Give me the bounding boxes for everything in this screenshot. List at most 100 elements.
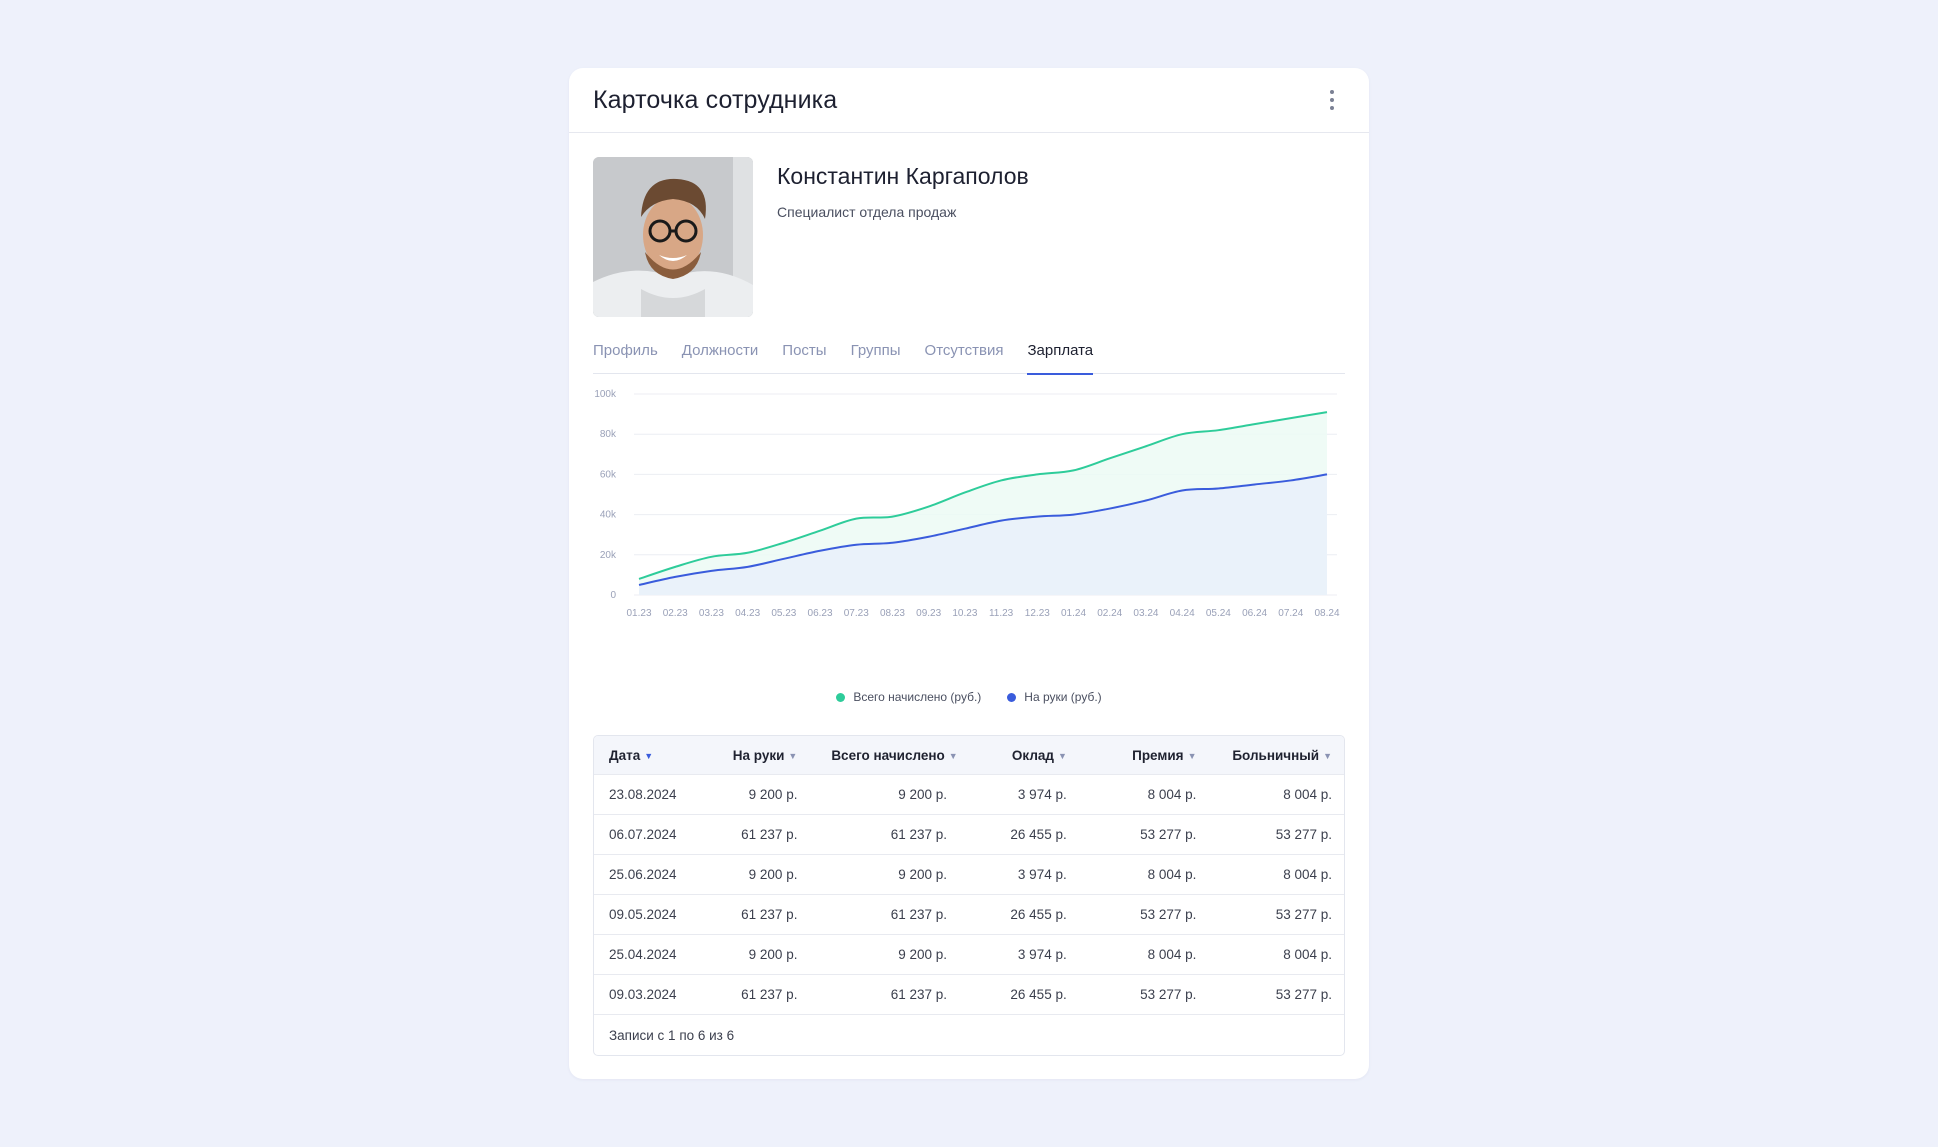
- column-header-net[interactable]: На руки ▼: [732, 747, 798, 763]
- chevron-down-icon[interactable]: ▼: [948, 750, 958, 761]
- cell-total: 9 200 р.: [898, 947, 948, 962]
- cell-sick: 53 277 р.: [1275, 827, 1332, 842]
- cell-date: 25.04.2024: [609, 947, 677, 962]
- x-tick-label: 05.23: [771, 608, 796, 619]
- employee-role: Специалист отдела продаж: [777, 204, 957, 220]
- column-header-total[interactable]: Всего начислено ▼: [831, 747, 958, 763]
- x-tick-label: 07.23: [844, 608, 869, 619]
- x-tick-label: 02.24: [1097, 608, 1122, 619]
- x-tick-label: 10.23: [952, 608, 977, 619]
- legend-label-total: Всего начислено (руб.): [853, 690, 982, 704]
- cell-bonus: 8 004 р.: [1147, 867, 1197, 882]
- tabs: Профиль Должности Посты Группы Отсутстви…: [593, 338, 1345, 375]
- cell-total: 9 200 р.: [898, 867, 948, 882]
- table-footer: Записи с 1 по 6 из 6: [609, 1027, 735, 1043]
- cell-net: 9 200 р.: [748, 867, 798, 882]
- tab-groups[interactable]: Группы: [850, 342, 901, 359]
- cell-date: 06.07.2024: [609, 827, 677, 842]
- employee-profile: Константин Каргаполов Специалист отдела …: [593, 157, 1029, 317]
- y-tick-label: 100k: [594, 389, 617, 400]
- y-tick-label: 40k: [600, 510, 617, 521]
- cell-salary: 3 974 р.: [1017, 947, 1067, 962]
- legend-dot-total: [836, 692, 846, 702]
- tab-salary[interactable]: Зарплата: [1027, 338, 1093, 375]
- cell-net: 61 237 р.: [741, 987, 798, 1002]
- tab-profile[interactable]: Профиль: [593, 342, 658, 359]
- salary-table: Дата ▼ На руки ▼ Всего начислено ▼ Оклад ▼ П…: [593, 735, 1345, 1056]
- series-area: [639, 474, 1327, 595]
- y-tick-label: 0: [610, 590, 616, 601]
- cell-total: 61 237 р.: [890, 987, 948, 1002]
- cell-sick: 8 004 р.: [1283, 867, 1332, 882]
- cell-salary: 26 455 р.: [1010, 907, 1067, 922]
- x-tick-label: 01.24: [1061, 608, 1086, 619]
- x-tick-label: 03.23: [699, 608, 724, 619]
- tab-positions[interactable]: Должности: [681, 342, 759, 359]
- cell-sick: 53 277 р.: [1275, 907, 1332, 922]
- chevron-down-icon[interactable]: ▼: [1187, 750, 1197, 761]
- x-tick-label: 04.24: [1170, 608, 1195, 619]
- table-row[interactable]: 06.07.2024 61 237 р. 61 237 р. 26 455 р. 53 …: [594, 815, 1344, 855]
- cell-bonus: 53 277 р.: [1140, 907, 1197, 922]
- column-header-bonus[interactable]: Премия ▼: [1132, 747, 1197, 763]
- table-row[interactable]: 09.03.2024 61 237 р. 61 237 р. 26 455 р. 53 …: [594, 975, 1344, 1015]
- chevron-down-icon[interactable]: ▼: [1323, 750, 1333, 761]
- cell-salary: 26 455 р.: [1010, 827, 1067, 842]
- x-tick-label: 08.23: [880, 608, 905, 619]
- cell-bonus: 8 004 р.: [1147, 947, 1197, 962]
- legend-item-total: Всего начислено (руб.): [836, 690, 981, 704]
- column-header-sick[interactable]: Больничный ▼: [1232, 747, 1333, 763]
- more-vertical-icon[interactable]: [1319, 87, 1345, 113]
- chart-legend: Всего начислено (руб.) На руки (руб.): [569, 690, 1369, 704]
- cell-total: 61 237 р.: [890, 827, 948, 842]
- tab-posts[interactable]: Посты: [782, 342, 827, 359]
- table-row[interactable]: 25.04.2024 9 200 р. 9 200 р. 3 974 р. 8 004 …: [594, 935, 1344, 975]
- cell-date: 09.05.2024: [609, 907, 677, 922]
- x-tick-label: 06.24: [1242, 608, 1267, 619]
- x-tick-label: 09.23: [916, 608, 941, 619]
- cell-sick: 8 004 р.: [1283, 787, 1332, 802]
- salary-chart-svg: 0 20k 40k 60k 80k 100k 01.23 02.23 03.23 04.23 05.…: [594, 389, 1340, 619]
- cell-bonus: 8 004 р.: [1147, 787, 1197, 802]
- series-line: [638, 411, 1328, 580]
- cell-net: 9 200 р.: [748, 787, 798, 802]
- chevron-down-icon[interactable]: ▼: [1058, 750, 1067, 761]
- cell-total: 9 200 р.: [898, 787, 948, 802]
- chevron-down-icon[interactable]: ▼: [788, 750, 798, 761]
- cell-net: 9 200 р.: [748, 947, 798, 962]
- cell-salary: 3 974 р.: [1017, 867, 1067, 882]
- employee-name: Константин Каргаполов: [777, 163, 1029, 189]
- chevron-down-icon[interactable]: ▼: [644, 750, 654, 761]
- cell-net: 61 237 р.: [741, 827, 798, 842]
- cell-salary: 3 974 р.: [1017, 787, 1067, 802]
- cell-date: 09.03.2024: [609, 987, 677, 1002]
- cell-bonus: 53 277 р.: [1140, 987, 1197, 1002]
- x-tick-label: 06.23: [808, 608, 833, 619]
- x-tick-label: 12.23: [1025, 608, 1050, 619]
- legend-label-net: На руки (руб.): [1024, 690, 1102, 704]
- column-header-date[interactable]: Дата ▼: [609, 747, 654, 763]
- table-row[interactable]: 09.05.2024 61 237 р. 61 237 р. 26 455 р. 53 …: [594, 895, 1344, 935]
- tab-absences[interactable]: Отсутствия: [924, 342, 1004, 359]
- y-tick-label: 60k: [600, 469, 617, 480]
- x-tick-label: 01.23: [626, 608, 651, 619]
- avatar: [593, 157, 753, 317]
- x-tick-label: 02.23: [663, 608, 688, 619]
- employee-card: Карточка сотрудника Константин Каргаполо…: [569, 68, 1369, 1079]
- x-tick-label: 05.24: [1206, 608, 1231, 619]
- x-tick-label: 07.24: [1278, 608, 1303, 619]
- cell-total: 61 237 р.: [890, 907, 948, 922]
- cell-salary: 26 455 р.: [1010, 987, 1067, 1002]
- cell-date: 25.06.2024: [609, 867, 677, 882]
- column-header-salary[interactable]: Оклад ▼: [1011, 747, 1067, 763]
- cell-date: 23.08.2024: [609, 787, 677, 802]
- x-tick-label: 04.23: [735, 608, 760, 619]
- table-row[interactable]: 23.08.2024 9 200 р. 9 200 р. 3 974 р. 8 004 …: [594, 775, 1344, 815]
- x-tick-label: 08.24: [1314, 608, 1339, 619]
- page-title: Карточка сотрудника: [593, 85, 838, 114]
- table-row[interactable]: 25.06.2024 9 200 р. 9 200 р. 3 974 р. 8 004 …: [594, 855, 1344, 895]
- legend-dot-net: [1007, 692, 1017, 702]
- x-tick-label: 03.24: [1133, 608, 1158, 619]
- x-tick-label: 11.23: [989, 608, 1014, 619]
- card-header: Карточка сотрудника: [569, 68, 1369, 133]
